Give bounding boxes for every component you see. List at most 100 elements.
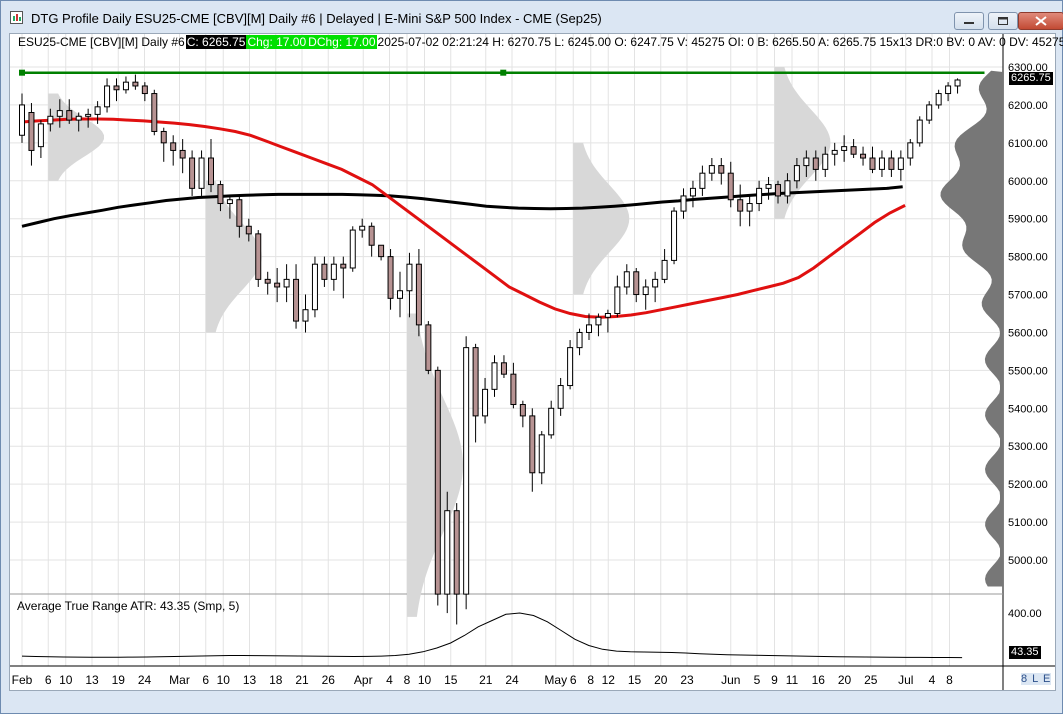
candle-body bbox=[113, 85, 120, 91]
x-tick-label: Apr bbox=[354, 673, 373, 687]
atr-line bbox=[21, 612, 963, 659]
candle-body bbox=[708, 165, 715, 174]
candle-body bbox=[775, 184, 781, 197]
candle-body bbox=[198, 157, 205, 189]
candle-body bbox=[387, 256, 394, 299]
x-tick-label: 6 bbox=[202, 673, 209, 687]
y-tick-label: 5600.00 bbox=[1008, 327, 1048, 339]
candle-body bbox=[491, 362, 498, 390]
atr-tick-label: 400.00 bbox=[1008, 608, 1042, 620]
candle-body bbox=[94, 106, 101, 115]
y-tick-label: 6000.00 bbox=[1008, 176, 1048, 188]
daily-change-value: DChg: 17.00 bbox=[307, 35, 377, 49]
candle-body bbox=[453, 510, 460, 595]
candle-body bbox=[274, 282, 281, 288]
x-tick-label: 6 bbox=[570, 673, 577, 687]
candle-body bbox=[727, 172, 734, 201]
candle-body bbox=[860, 153, 867, 159]
minimize-button[interactable] bbox=[954, 12, 984, 30]
candle-body bbox=[37, 123, 44, 148]
app-icon bbox=[10, 11, 23, 24]
level-line-handle bbox=[500, 69, 507, 76]
x-tick-label: 21 bbox=[295, 673, 309, 687]
title-bar: DTG Profile Daily ESU25-CME [CBV][M] Dai… bbox=[1, 1, 1063, 33]
close-button[interactable] bbox=[1018, 12, 1063, 30]
sma-short-line bbox=[21, 117, 906, 319]
maximize-button[interactable] bbox=[988, 12, 1018, 30]
x-tick-label: 18 bbox=[269, 673, 283, 687]
candle-body bbox=[907, 142, 914, 159]
close-icon bbox=[1035, 16, 1047, 26]
candle-body bbox=[397, 290, 403, 299]
x-tick-label: 24 bbox=[505, 673, 519, 687]
x-tick-label: 10 bbox=[59, 673, 73, 687]
x-tick-label: 4 bbox=[929, 673, 936, 687]
candle-body bbox=[652, 278, 659, 288]
candle-body bbox=[926, 104, 933, 121]
candle-body bbox=[945, 85, 952, 95]
y-tick-label: 5300.00 bbox=[1008, 441, 1048, 453]
candle-body bbox=[671, 210, 678, 261]
candle-body bbox=[500, 362, 507, 375]
x-tick-label: 24 bbox=[138, 673, 152, 687]
x-tick-label: 10 bbox=[217, 673, 231, 687]
candle-body bbox=[557, 385, 564, 409]
candle-body bbox=[595, 316, 602, 326]
price-chart[interactable]: 6300.00 6200.00 6100.00 6000.00 5900.00 5800.… bbox=[10, 34, 1055, 690]
candle-body bbox=[784, 180, 791, 197]
candle-body bbox=[604, 313, 611, 318]
candle-body bbox=[66, 110, 73, 121]
y-tick-label: 6100.00 bbox=[1008, 138, 1048, 150]
candle-body bbox=[425, 324, 432, 371]
x-tick-label: 16 bbox=[812, 673, 826, 687]
x-tick-label: 21 bbox=[479, 673, 493, 687]
candle-body bbox=[170, 142, 177, 151]
candle-body bbox=[897, 157, 904, 170]
x-tick-label: 12 bbox=[602, 673, 616, 687]
status-indicator: 8 L E bbox=[1021, 673, 1052, 685]
candle-body bbox=[472, 347, 479, 417]
candle-body bbox=[330, 263, 337, 280]
candle-body bbox=[812, 157, 819, 170]
x-tick-label: 4 bbox=[386, 673, 393, 687]
candle-body bbox=[765, 184, 772, 189]
candle-body bbox=[538, 434, 545, 474]
candle-body bbox=[444, 510, 451, 595]
chart-header: ESU25-CME [CBV][M] Daily #6 C: 6265.75 Chg… bbox=[17, 35, 1063, 50]
y-tick-label: 5200.00 bbox=[1008, 479, 1048, 491]
candle-body bbox=[104, 85, 111, 108]
chart-area[interactable]: 6300.00 6200.00 6100.00 6000.00 5900.00 5800.… bbox=[9, 33, 1063, 691]
candle-body bbox=[122, 81, 129, 91]
candle-body bbox=[689, 187, 696, 197]
y-tick-label: 5700.00 bbox=[1008, 290, 1048, 302]
candle-body bbox=[548, 407, 555, 436]
session-profile bbox=[573, 142, 630, 295]
sma-long-line bbox=[21, 185, 903, 228]
candle-body bbox=[179, 149, 186, 159]
symbol-label: ESU25-CME [CBV][M] Daily #6 bbox=[18, 35, 185, 49]
candle-body bbox=[47, 115, 54, 125]
x-tick-label: 9 bbox=[771, 673, 778, 687]
x-tick-label: 10 bbox=[418, 673, 432, 687]
candle-body bbox=[434, 369, 441, 595]
candle-body bbox=[151, 93, 158, 132]
candle-body bbox=[935, 93, 942, 106]
candle-body bbox=[680, 195, 687, 212]
candle-body bbox=[28, 112, 35, 151]
candle-body bbox=[217, 184, 224, 205]
candle-body bbox=[642, 286, 649, 296]
x-tick-label: 11 bbox=[786, 673, 799, 687]
y-tick-label: 5000.00 bbox=[1008, 555, 1048, 567]
x-tick-label: Feb bbox=[12, 673, 33, 687]
candle-body bbox=[132, 81, 139, 87]
y-tick-label: 5400.00 bbox=[1008, 403, 1048, 415]
candle-body bbox=[519, 404, 526, 417]
candle-body bbox=[378, 244, 385, 258]
x-tick-label: 20 bbox=[654, 673, 668, 687]
window-title: DTG Profile Daily ESU25-CME [CBV][M] Dai… bbox=[31, 11, 602, 26]
candle-body bbox=[529, 415, 536, 474]
candle-body bbox=[226, 199, 233, 205]
maximize-icon bbox=[998, 17, 1008, 25]
candle-body bbox=[283, 278, 290, 288]
